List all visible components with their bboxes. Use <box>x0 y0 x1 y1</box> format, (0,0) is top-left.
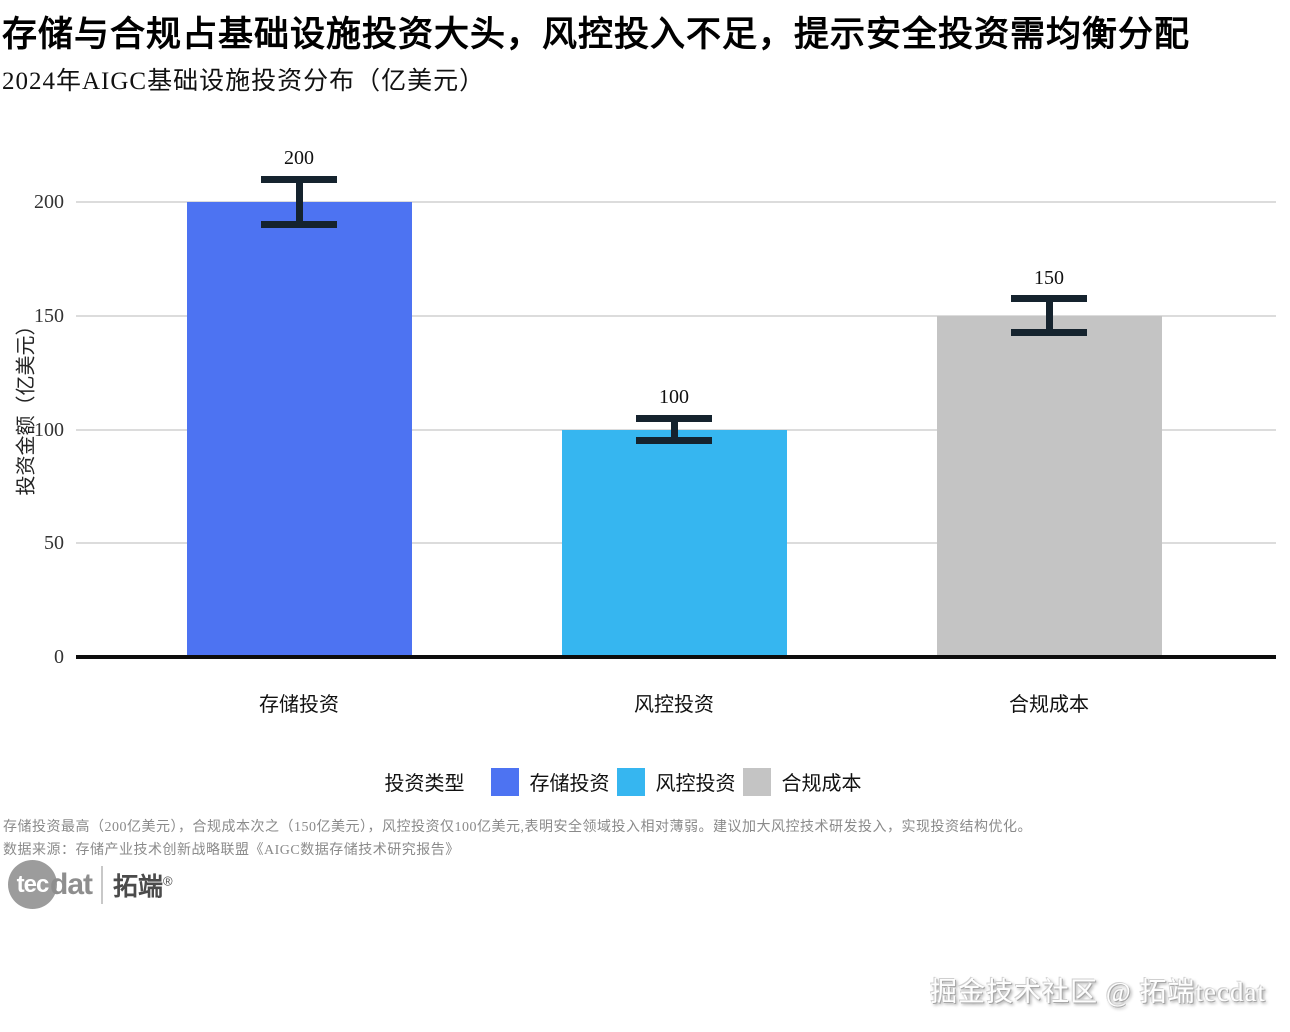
registered-mark: ® <box>163 873 173 889</box>
y-tick-label: 100 <box>34 418 64 441</box>
watermark: 掘金技术社区 @ 拓端tecdat <box>930 977 1266 1007</box>
bar <box>186 202 412 657</box>
error-bar-line <box>295 179 303 225</box>
error-bar-line <box>1045 298 1053 333</box>
logo-tec-text: tec <box>16 870 50 898</box>
x-category-label: 合规成本 <box>1009 694 1089 716</box>
page-title: 存储与合规占基础设施投资大头，风控投入不足，提示安全投资需均衡分配 <box>2 15 1191 54</box>
logo-chinese-text: 拓端® <box>113 872 173 901</box>
legend-items: 存储投资 风控投资 合规成本 <box>490 767 862 796</box>
y-tick-label: 200 <box>34 191 64 213</box>
legend-item-label: 合规成本 <box>781 773 862 795</box>
analysis-note: 存储投资最高（200亿美元），合规成本次之（150亿美元），风控投资仅100亿美… <box>3 820 1032 835</box>
logo-divider <box>101 865 103 904</box>
y-gridline <box>76 314 1276 317</box>
tecdat-logo-bubble-icon: tec <box>8 860 57 909</box>
legend-item: 合规成本 <box>742 767 862 796</box>
legend-item: 存储投资 <box>490 767 610 796</box>
error-bar-cap-bottom <box>636 437 712 445</box>
data-source-note: 数据来源：存储产业技术创新战略联盟《AIGC数据存储技术研究报告》 <box>3 843 460 858</box>
bar <box>936 315 1162 657</box>
error-bar-line <box>670 418 678 441</box>
logo-dat-text: dat <box>50 867 93 901</box>
y-gridline <box>76 201 1276 203</box>
legend-item-label: 风控投资 <box>655 773 736 795</box>
chart-title: 2024年AIGC基础设施投资分布（亿美元） <box>2 68 486 95</box>
legend-swatch <box>490 767 519 796</box>
legend-title: 投资类型 <box>384 773 465 795</box>
legend-item: 风控投资 <box>616 767 736 796</box>
x-category-label: 风控投资 <box>634 694 714 716</box>
y-tick-label: 150 <box>34 304 64 327</box>
bar-value-label: 100 <box>659 386 689 409</box>
error-bar-cap-bottom <box>261 221 337 229</box>
error-bar-cap-bottom <box>1011 329 1087 337</box>
error-bar-cap-top <box>1011 295 1087 303</box>
tecdat-logo: tec dat 拓端® <box>8 860 173 909</box>
x-axis-line <box>76 655 1276 659</box>
bar-value-label: 150 <box>1034 266 1064 289</box>
error-bar-cap-top <box>261 175 337 183</box>
y-tick-label: 0 <box>54 646 64 668</box>
legend: 投资类型 存储投资 风控投资 合规成本 <box>0 767 1268 796</box>
legend-item-label: 存储投资 <box>529 773 610 795</box>
bar <box>561 429 787 657</box>
bar-value-label: 200 <box>284 147 314 170</box>
legend-swatch <box>742 767 771 796</box>
legend-swatch <box>616 767 645 796</box>
error-bar-cap-top <box>636 414 712 422</box>
y-tick-label: 50 <box>44 532 64 555</box>
x-category-label: 存储投资 <box>259 694 339 716</box>
